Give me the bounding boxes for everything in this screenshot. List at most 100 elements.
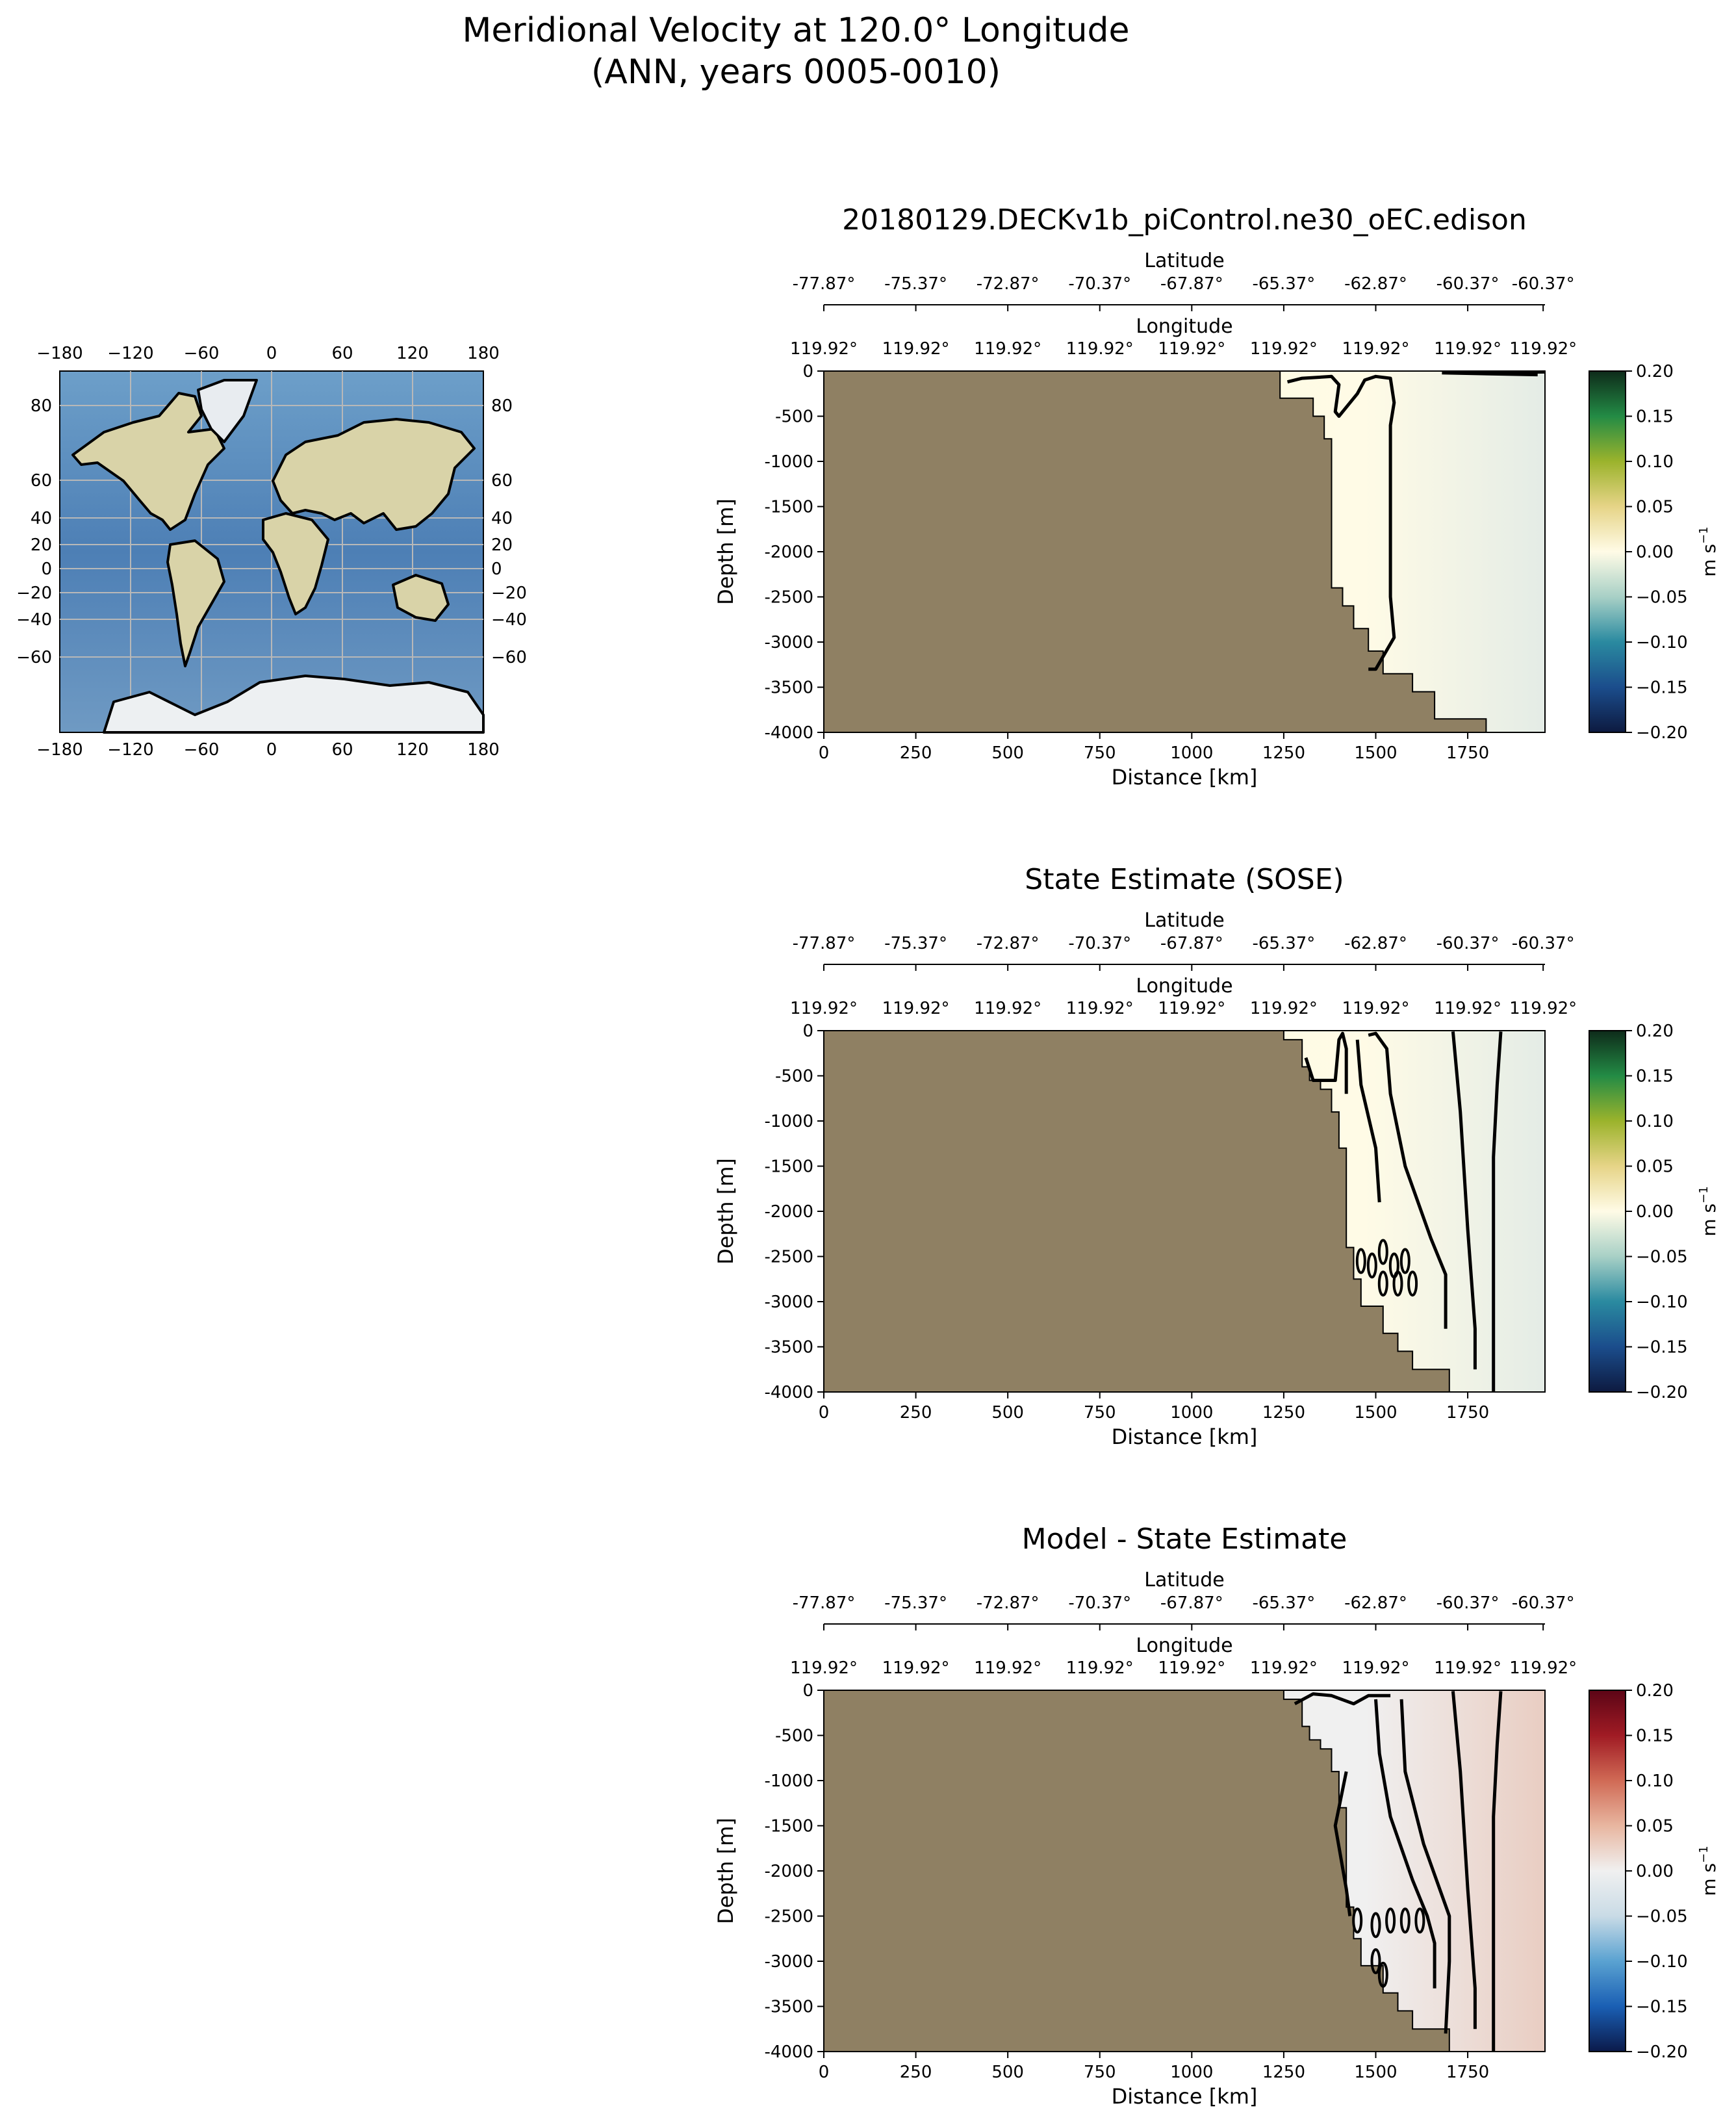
contour-line	[1333, 1771, 1352, 1916]
contour-oval	[1414, 1907, 1425, 1934]
x-tick-label: 1250	[1262, 743, 1305, 763]
map-x-tick: 120	[396, 344, 429, 363]
latitude-tick-label: -65.37°	[1252, 274, 1315, 294]
colorbar-label-exponent: −1	[1697, 526, 1711, 544]
latitude-axis-label: Latitude	[1144, 250, 1224, 272]
y-tick-label: -1000	[764, 1112, 813, 1131]
map-x-tick: −60	[184, 740, 220, 760]
longitude-tick-label: 119.92°	[1250, 1658, 1318, 1678]
colorbar-label-exponent: −1	[1697, 1186, 1711, 1204]
x-tick-label: 500	[991, 2063, 1024, 2082]
x-tick-label: 1250	[1262, 1403, 1305, 1423]
y-tick-label: -500	[775, 1067, 813, 1087]
contour-line	[1492, 1031, 1503, 1392]
x-tick-label: 1000	[1170, 1403, 1213, 1423]
colorbar-label-base: m s	[1698, 1204, 1720, 1237]
x-tick-label: 750	[1084, 1403, 1116, 1423]
colorbar-tick-label: 0.20	[1636, 362, 1674, 381]
latitude-tick-label: -62.87°	[1344, 934, 1407, 953]
x-tick-label: 500	[991, 1403, 1024, 1423]
latitude-tick-label: -67.87°	[1160, 274, 1223, 294]
y-tick-label: -1500	[764, 1157, 813, 1177]
contour-oval	[1377, 1961, 1388, 1988]
y-tick-label: -1000	[764, 452, 813, 472]
europe-asia	[272, 418, 476, 531]
longitude-tick-label: 119.92°	[1066, 339, 1134, 359]
map-x-tick: −180	[36, 344, 83, 363]
contour-oval	[1407, 1270, 1418, 1297]
map-x-tick: 0	[266, 740, 277, 760]
latitude-tick-label: -60.37°	[1512, 274, 1575, 294]
antarctica	[103, 675, 485, 734]
x-tick-label: 750	[1084, 743, 1116, 763]
map-y-tick: −20	[491, 584, 527, 603]
y-tick-label: -3500	[764, 1338, 813, 1358]
x-axis-label: Distance [km]	[1112, 1424, 1258, 1449]
contour-line	[1368, 1031, 1448, 1329]
colorbar-tick-label: 0.05	[1636, 498, 1674, 517]
land-mask	[823, 1690, 1450, 2052]
map-y-tick: 40	[31, 509, 52, 528]
section-panels: 20180129.DECKv1b_piControl.ne30_oEC.edis…	[713, 203, 1720, 2109]
contour-line	[1304, 1031, 1348, 1094]
colorbar-tick-label: 0.00	[1636, 1862, 1674, 1881]
colorbar-label: m s−1	[1697, 526, 1720, 576]
colorbar-tick-label: −0.05	[1636, 1248, 1688, 1267]
y-axis-label: Depth [m]	[713, 498, 738, 605]
y-tick-label: -1500	[764, 498, 813, 517]
longitude-tick-label: 119.92°	[974, 1658, 1041, 1678]
longitude-tick-label: 119.92°	[790, 339, 858, 359]
colorbar-tick-label: −0.10	[1636, 1952, 1688, 1972]
longitude-tick-label: 119.92°	[1250, 999, 1318, 1018]
contour-oval	[1370, 1912, 1381, 1938]
map-x-tick: −60	[184, 344, 220, 363]
colorbar-tick-label: 0.15	[1636, 407, 1674, 427]
longitude-tick-label: 119.92°	[1509, 1658, 1577, 1678]
contour-oval	[1392, 1270, 1403, 1297]
latitude-axis-label: Latitude	[1144, 1569, 1224, 1591]
map-x-tick: 60	[331, 344, 353, 363]
colorbar-tick-label: 0.20	[1636, 1022, 1674, 1041]
map-x-tick: 120	[396, 740, 429, 760]
map-y-tick: 60	[31, 471, 52, 491]
section-panel-1: 20180129.DECKv1b_piControl.ne30_oEC.edis…	[713, 203, 1720, 790]
map-y-tick: −60	[491, 648, 527, 667]
colorbar-tick-label: 0.10	[1636, 1112, 1674, 1131]
longitude-tick-label: 119.92°	[1509, 999, 1577, 1018]
longitude-axis-label: Longitude	[1136, 975, 1232, 998]
contour-line	[1399, 1699, 1451, 2034]
longitude-tick-label: 119.92°	[1342, 1658, 1409, 1678]
y-tick-label: -4000	[764, 2042, 813, 2062]
map-y-tick: −60	[16, 648, 52, 667]
colorbar-tick-label: 0.05	[1636, 1157, 1674, 1177]
figure-subtitle: (ANN, years 0005-0010)	[591, 53, 1001, 92]
longitude-tick-label: 119.92°	[1434, 1658, 1501, 1678]
colorbar-tick-label: −0.20	[1636, 1383, 1688, 1402]
y-tick-label: -2500	[764, 588, 813, 608]
y-tick-label: -2000	[764, 543, 813, 562]
colorbar-label-base: m s	[1698, 544, 1720, 577]
y-tick-label: -3000	[764, 1293, 813, 1312]
latitude-tick-label: -72.87°	[976, 934, 1040, 953]
latitude-tick-label: -72.87°	[976, 274, 1040, 294]
x-tick-label: 250	[900, 743, 932, 763]
y-tick-label: -2000	[764, 1202, 813, 1222]
x-tick-label: 750	[1084, 2063, 1116, 2082]
longitude-tick-label: 119.92°	[974, 339, 1041, 359]
greenland	[197, 379, 258, 443]
colorbar-tick-label: 0.15	[1636, 1727, 1674, 1746]
y-tick-label: -2000	[764, 1862, 813, 1881]
x-tick-label: 250	[900, 1403, 932, 1423]
colorbar-tick-label: −0.20	[1636, 2042, 1688, 2062]
x-tick-label: 1500	[1354, 743, 1397, 763]
contour-line	[1294, 1692, 1391, 1706]
x-tick-label: 1500	[1354, 1403, 1397, 1423]
colorbar	[1589, 1690, 1626, 2052]
y-tick-label: -3000	[764, 1952, 813, 1972]
map-y-tick: 80	[31, 396, 52, 416]
latitude-tick-label: -75.37°	[884, 934, 947, 953]
y-tick-label: -3000	[764, 633, 813, 652]
map-y-tick: 0	[491, 560, 502, 579]
latitude-tick-label: -65.37°	[1252, 934, 1315, 953]
